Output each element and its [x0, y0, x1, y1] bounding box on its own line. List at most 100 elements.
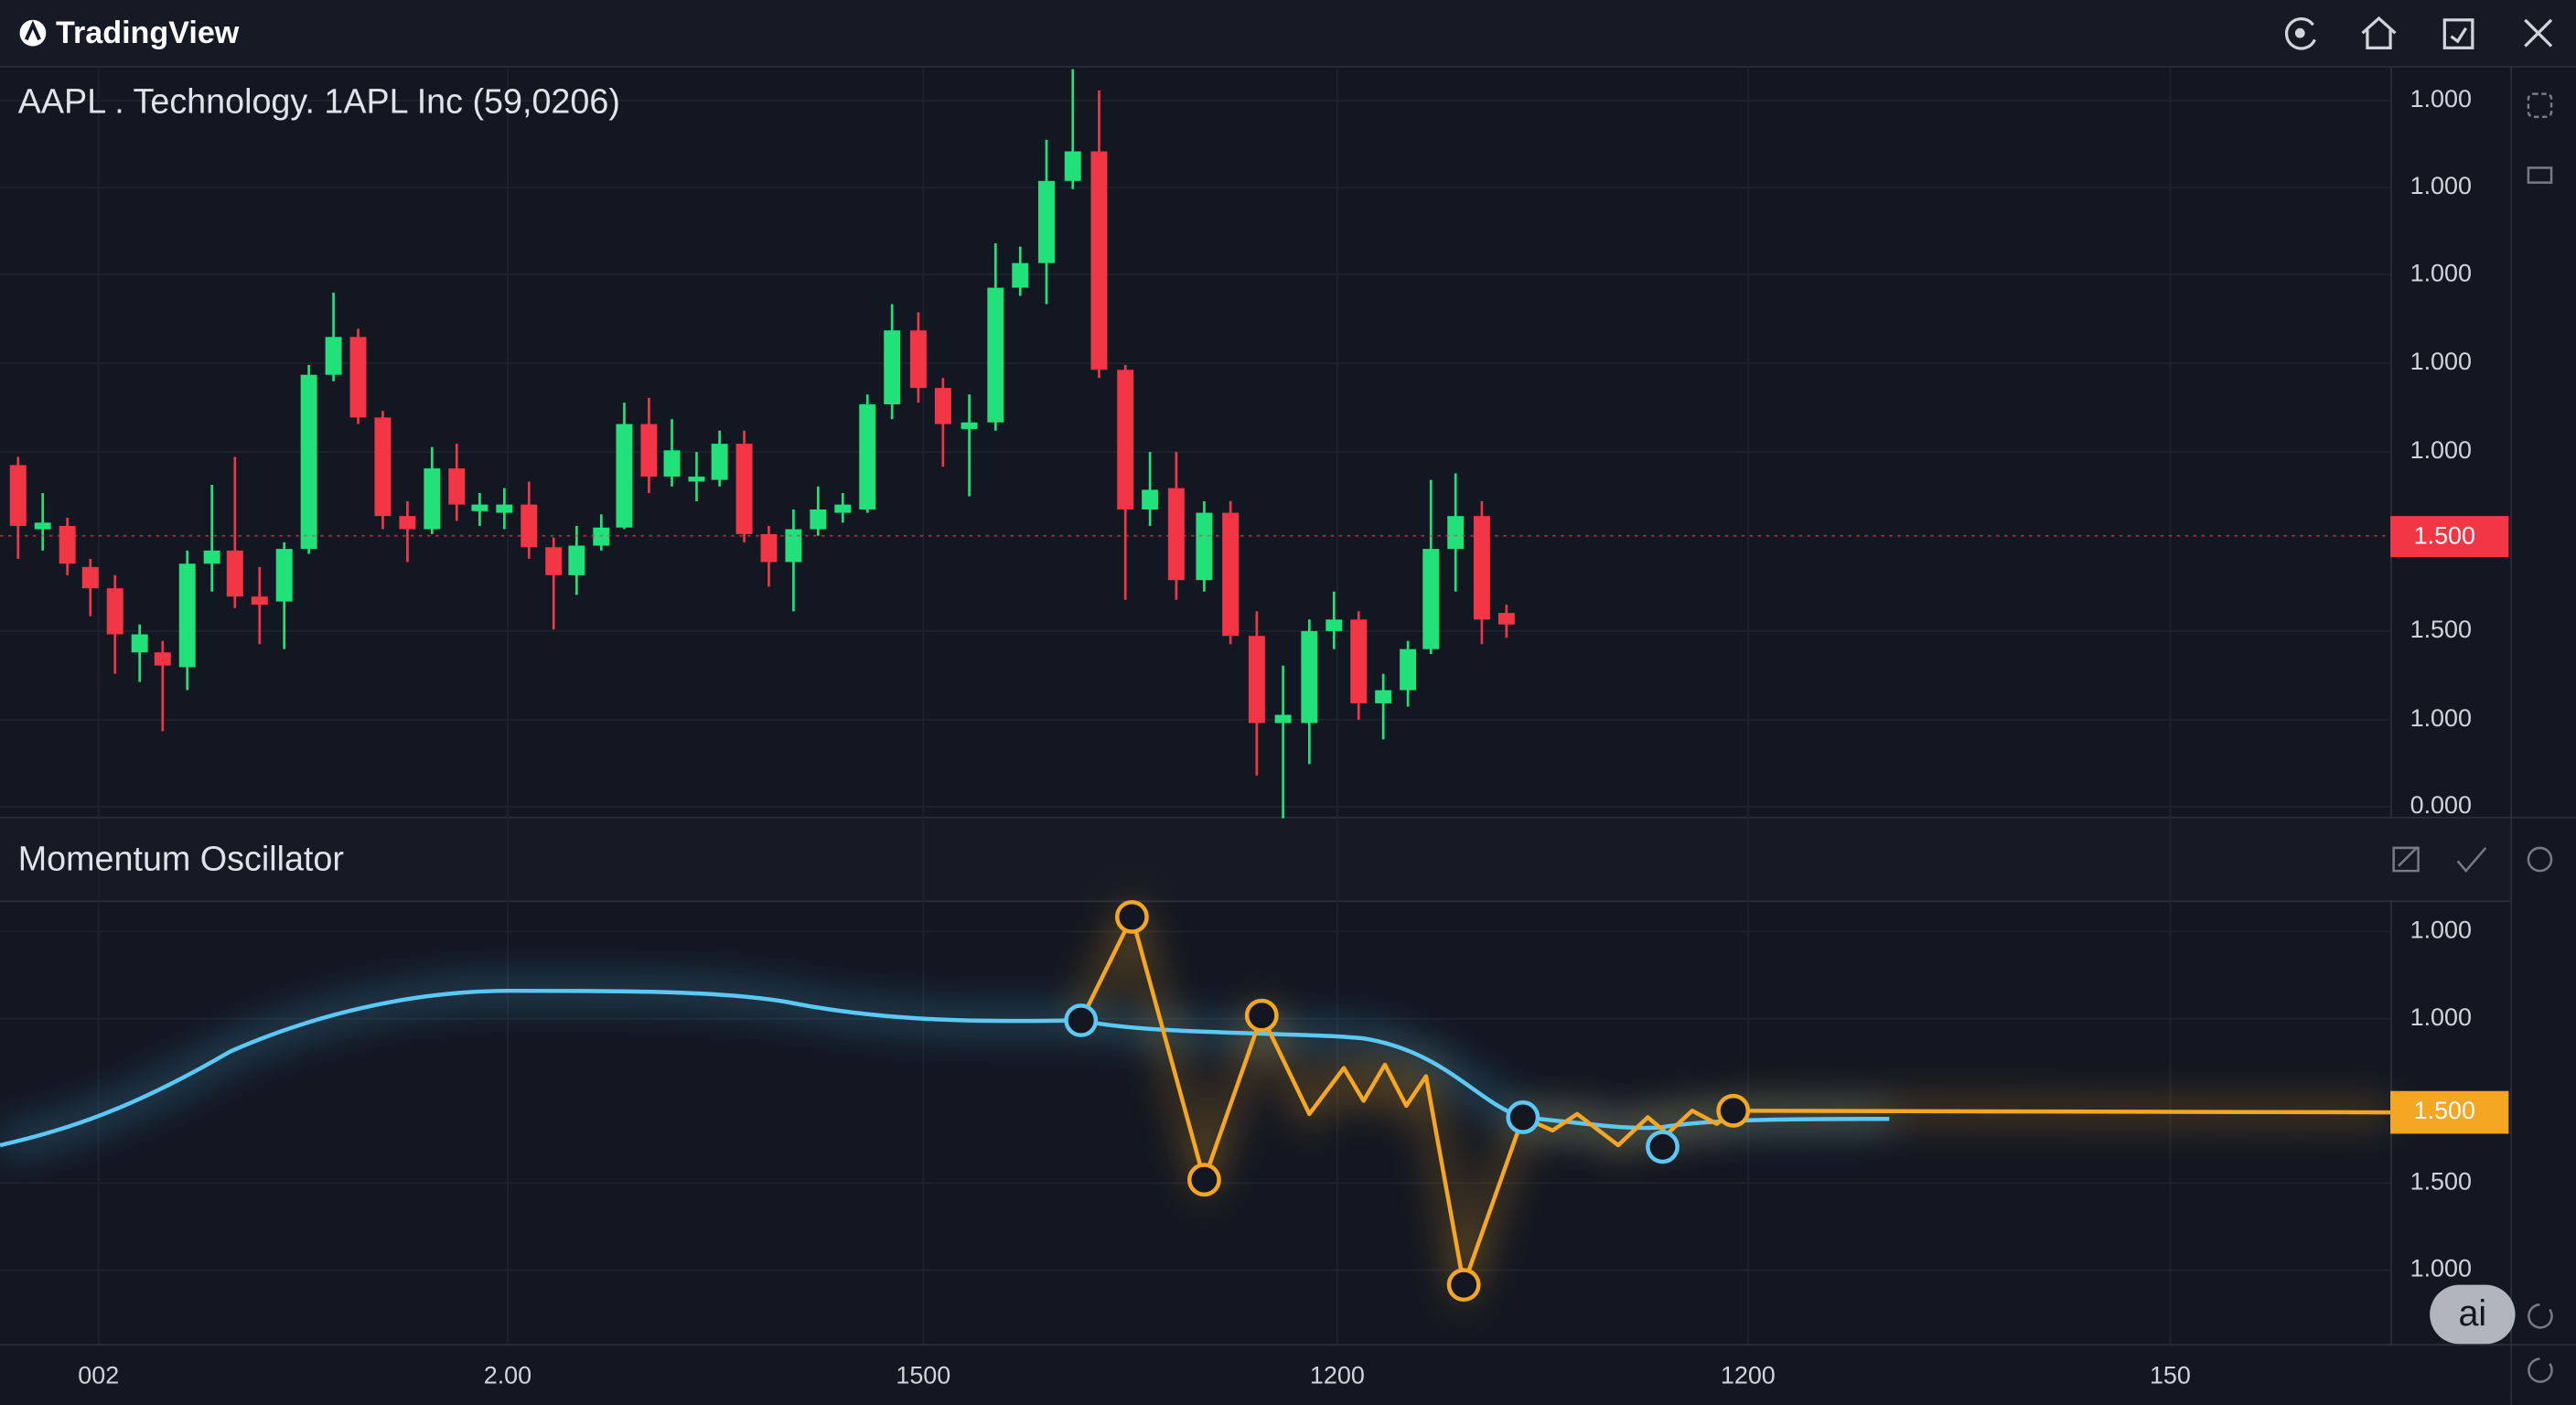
price-axis-label: 1.000 — [2410, 85, 2472, 113]
price-axis-label: 1.000 — [2410, 172, 2472, 199]
candle-body — [34, 522, 51, 530]
candle-body — [9, 465, 27, 526]
grid — [0, 67, 2391, 1345]
candle-body — [424, 468, 441, 530]
signal-marker — [1506, 1100, 1540, 1134]
price-axis-label: 1.000 — [2410, 436, 2472, 464]
candles — [9, 69, 1515, 819]
candle-body — [374, 417, 392, 517]
oscillator-axis-label: 1.000 — [2410, 1003, 2472, 1031]
candle-body — [616, 424, 633, 528]
candle-body — [711, 444, 728, 480]
home-button[interactable] — [2361, 16, 2397, 49]
candle-body — [884, 330, 901, 405]
candle-body — [1038, 180, 1055, 263]
price-axis-label: 0.000 — [2410, 791, 2472, 819]
tool-button[interactable] — [2528, 1357, 2553, 1383]
candle-body — [1326, 619, 1343, 631]
candle-body — [300, 374, 317, 550]
momentum-marker — [1446, 1268, 1481, 1303]
candle-body — [640, 424, 658, 477]
candle-body — [81, 566, 99, 589]
candle-body — [1473, 516, 1490, 620]
time-axis-label: 002 — [78, 1361, 119, 1389]
signal-marker — [1064, 1003, 1099, 1037]
candle-body — [1497, 613, 1515, 625]
candle-body — [496, 504, 513, 513]
candle-body — [131, 634, 148, 653]
candle-body — [226, 550, 243, 597]
candle-body — [521, 504, 538, 548]
last-value-label: 1.500 — [2414, 1097, 2475, 1124]
candle-body — [275, 549, 293, 602]
toolbar-icons — [2392, 92, 2553, 1383]
candle-body — [1400, 649, 1417, 691]
brand: TradingView — [56, 16, 240, 50]
candle-body — [448, 468, 466, 505]
candle-body — [106, 588, 123, 635]
candle-body — [59, 525, 76, 564]
candle-body — [349, 337, 367, 418]
candle-body — [1196, 512, 1213, 581]
signal-line — [0, 988, 1890, 1148]
candle-body — [1375, 690, 1392, 703]
refresh-button[interactable] — [2284, 17, 2316, 50]
candle-body — [1447, 516, 1465, 550]
candle-body — [1301, 630, 1318, 724]
clipboard-button[interactable] — [2442, 18, 2474, 49]
candle-body — [834, 504, 852, 513]
candle-body — [251, 596, 268, 606]
candle-body — [154, 652, 171, 666]
candle-body — [1422, 549, 1440, 649]
candle-body — [1117, 370, 1134, 509]
candle-body — [568, 545, 585, 575]
header-bar — [0, 0, 2576, 67]
tool-button[interactable] — [2528, 1303, 2553, 1329]
candle-body — [1274, 714, 1292, 724]
candle-body — [1012, 263, 1029, 288]
oscillator-axis-label: 1.000 — [2410, 1255, 2472, 1282]
candle-body — [545, 547, 563, 575]
momentum-marker — [1244, 998, 1279, 1033]
candle-body — [785, 529, 802, 563]
candle-body — [934, 388, 951, 424]
time-axis-label: 2.00 — [484, 1361, 531, 1389]
momentum-marker — [1716, 1093, 1751, 1128]
candle-body — [325, 337, 342, 375]
candle-body — [760, 533, 778, 563]
badge-text: ai — [2458, 1293, 2486, 1334]
tool-button[interactable] — [2527, 846, 2553, 873]
tool-button[interactable] — [2527, 166, 2553, 184]
candle-body — [663, 450, 681, 477]
edit-button[interactable] — [2392, 846, 2420, 873]
time-axis-label: 1500 — [896, 1361, 950, 1389]
symbol-title: AAPL . Technology. 1APL Inc (59,0206) — [18, 81, 620, 120]
last-value-box — [2390, 1090, 2509, 1134]
candle-body — [1142, 489, 1159, 509]
price-axis-label: 1.000 — [2410, 704, 2472, 732]
candle-body — [1090, 151, 1108, 370]
price-axis-label: 1.000 — [2410, 348, 2472, 375]
header-icons — [2284, 16, 2553, 50]
tool-button[interactable] — [2527, 92, 2553, 119]
logo-mark — [24, 20, 41, 41]
candle-body — [1167, 488, 1185, 581]
badge-bg — [2430, 1284, 2516, 1345]
candle-body — [859, 404, 876, 509]
momentum-marker — [1114, 899, 1149, 934]
oscillator-header — [0, 816, 2511, 901]
close-button[interactable] — [2524, 18, 2553, 48]
ai-badge[interactable]: ai — [2430, 1284, 2516, 1345]
candle-body — [987, 287, 1004, 423]
candle-body — [1350, 619, 1368, 703]
oscillator-title: Momentum Oscillator — [18, 839, 344, 877]
oscillator-axis-label: 1.000 — [2410, 917, 2472, 944]
apply-button[interactable] — [2456, 847, 2487, 874]
last-price-box — [2390, 516, 2509, 558]
candle-body — [1064, 151, 1081, 181]
markers — [1064, 899, 1751, 1303]
oscillator-axis-label: 1.500 — [2410, 1167, 2472, 1195]
price-axis-label: 1.000 — [2410, 259, 2472, 286]
